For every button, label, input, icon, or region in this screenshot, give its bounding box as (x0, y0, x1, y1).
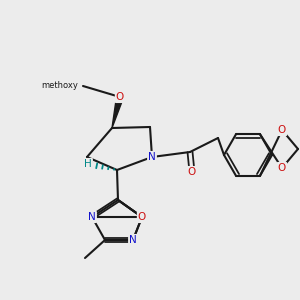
Text: N: N (148, 152, 156, 162)
Text: methoxy: methoxy (41, 82, 78, 91)
Text: O: O (188, 167, 196, 177)
Text: H: H (84, 159, 92, 169)
Text: O: O (138, 212, 146, 222)
Text: O: O (116, 92, 124, 102)
Text: N: N (129, 235, 137, 245)
Polygon shape (112, 96, 123, 128)
Text: O: O (278, 125, 286, 135)
Text: N: N (88, 212, 96, 222)
Text: O: O (278, 163, 286, 173)
